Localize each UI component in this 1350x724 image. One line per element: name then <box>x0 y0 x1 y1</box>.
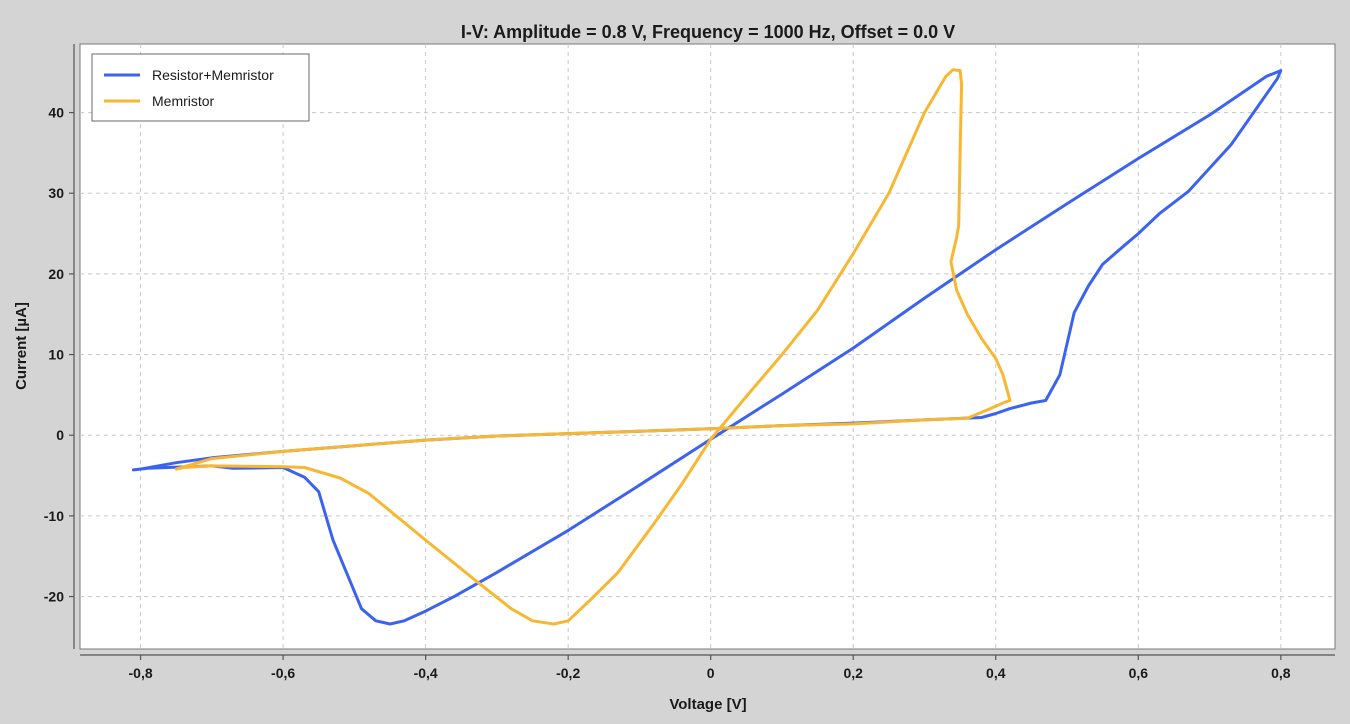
y-tick-label-6: 40 <box>48 105 64 121</box>
legend: Resistor+Memristor Memristor <box>91 53 310 122</box>
x-tick-label-4: 0 <box>707 665 715 681</box>
x-axis-label: Voltage [V] <box>669 696 746 713</box>
chart-title: I-V: Amplitude = 0.8 V, Frequency = 1000… <box>461 22 955 42</box>
y-axis-label: Current [µA] <box>13 302 30 390</box>
y-tick-label-0: -20 <box>44 589 64 605</box>
series-line-memristor <box>174 68 1012 626</box>
grid <box>80 44 1335 649</box>
y-tick-label-2: 0 <box>56 427 64 443</box>
y-tick-label-5: 30 <box>48 185 64 201</box>
y-tick-label-1: -10 <box>44 508 64 524</box>
series-layer <box>131 68 1283 626</box>
legend-label-resistor-memristor: Resistor+Memristor <box>152 67 274 83</box>
plot-area <box>79 43 1336 650</box>
x-tick-label-1: -0,6 <box>271 665 295 681</box>
legend-label-memristor: Memristor <box>152 93 215 109</box>
x-tick-label-2: -0,4 <box>414 665 438 681</box>
axes: -0,8 -0,6 -0,4 -0,2 0 0,2 0,4 0,6 0,8 -20 -10 0 10 20… <box>44 44 1335 681</box>
x-tick-label-0: -0,8 <box>129 665 153 681</box>
x-tick-label-7: 0,6 <box>1129 665 1149 681</box>
x-tick-label-5: 0,2 <box>844 665 864 681</box>
y-tick-label-3: 10 <box>48 347 64 363</box>
x-tick-label-3: -0,2 <box>556 665 580 681</box>
y-tick-label-4: 20 <box>48 266 64 282</box>
legend-box <box>91 53 310 122</box>
x-tick-label-6: 0,4 <box>986 665 1006 681</box>
x-tick-label-8: 0,8 <box>1271 665 1291 681</box>
